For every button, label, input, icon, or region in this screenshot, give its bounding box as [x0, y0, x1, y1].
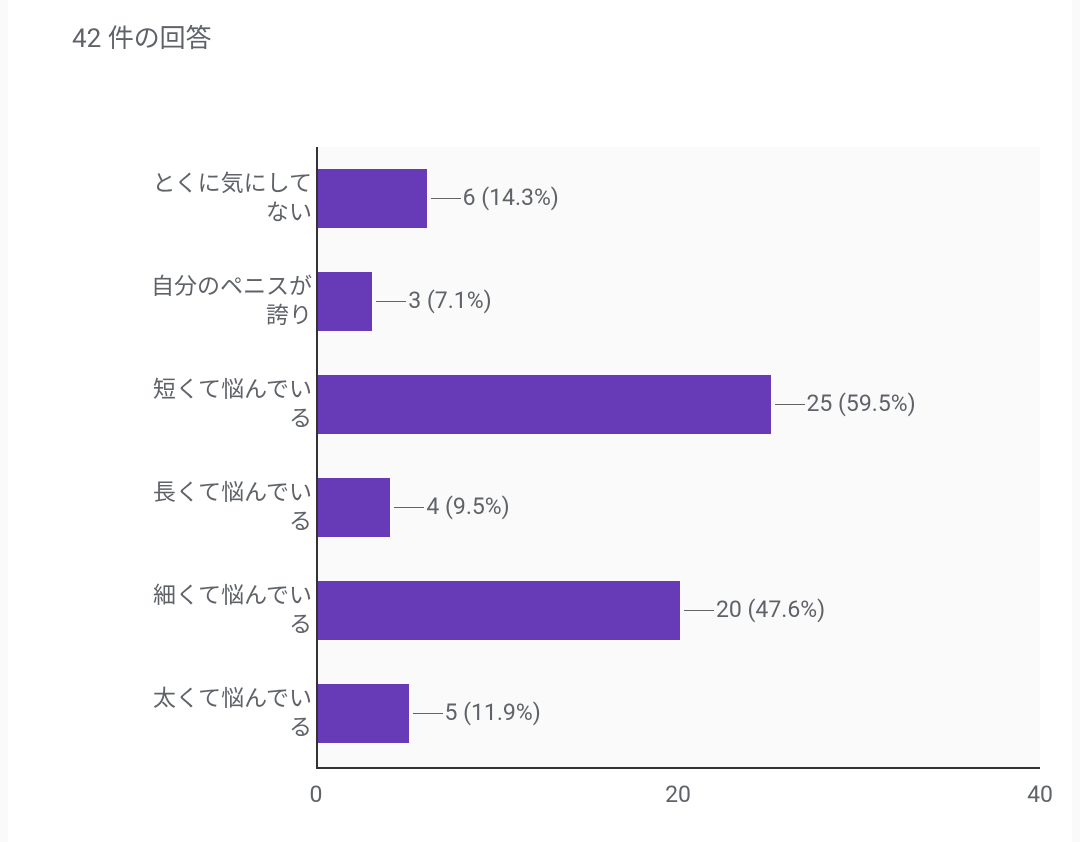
plot-background [316, 147, 1040, 767]
category-label: 細くて悩んでいる [8, 582, 312, 640]
leader-line [394, 507, 424, 508]
category-label-line: ない [8, 199, 312, 228]
category-label-line: 自分のペニスが [8, 273, 312, 302]
bar [318, 169, 427, 228]
chart-area: 0 20 40 とくに気にしてない 6 (14.3%) 自分のペニスが誇り 3 (7.1%)… [8, 131, 1072, 831]
bar [318, 684, 409, 743]
category-label-line: 細くて悩んでい [8, 582, 312, 611]
bar [318, 272, 372, 331]
category-label: 自分のペニスが誇り [8, 273, 312, 331]
value-label: 6 (14.3%) [463, 184, 559, 211]
category-label: とくに気にしてない [8, 170, 312, 228]
value-label: 25 (59.5%) [807, 390, 916, 417]
x-tick-label: 40 [1027, 781, 1053, 808]
category-label-line: る [8, 714, 312, 743]
category-label-line: 長くて悩んでい [8, 479, 312, 508]
x-axis [316, 767, 1040, 769]
category-label: 短くて悩んでいる [8, 376, 312, 434]
x-tick-label: 0 [310, 781, 323, 808]
value-label: 4 (9.5%) [426, 493, 509, 520]
bar [318, 375, 771, 434]
bar [318, 581, 680, 640]
category-label: 太くて悩んでいる [8, 685, 312, 743]
category-label-line: る [8, 405, 312, 434]
x-tick-label: 20 [665, 781, 691, 808]
category-label-line: 短くて悩んでい [8, 376, 312, 405]
category-label-line: る [8, 611, 312, 640]
leader-line [775, 404, 805, 405]
value-label: 5 (11.9%) [445, 699, 541, 726]
chart-title: 42 件の回答 [8, 12, 1072, 55]
category-label-line: 太くて悩んでい [8, 685, 312, 714]
category-label-line: 誇り [8, 302, 312, 331]
category-label-line: る [8, 508, 312, 537]
chart-card: 42 件の回答 0 20 40 とくに気にしてない 6 (14.3%) 自分のペニスが誇り… [8, 0, 1072, 842]
value-label: 3 (7.1%) [408, 287, 491, 314]
value-label: 20 (47.6%) [716, 596, 825, 623]
y-axis [316, 147, 318, 767]
leader-line [376, 301, 406, 302]
category-label-line: とくに気にして [8, 170, 312, 199]
leader-line [684, 610, 714, 611]
category-label: 長くて悩んでいる [8, 479, 312, 537]
leader-line [413, 713, 443, 714]
bar [318, 478, 390, 537]
leader-line [431, 198, 461, 199]
